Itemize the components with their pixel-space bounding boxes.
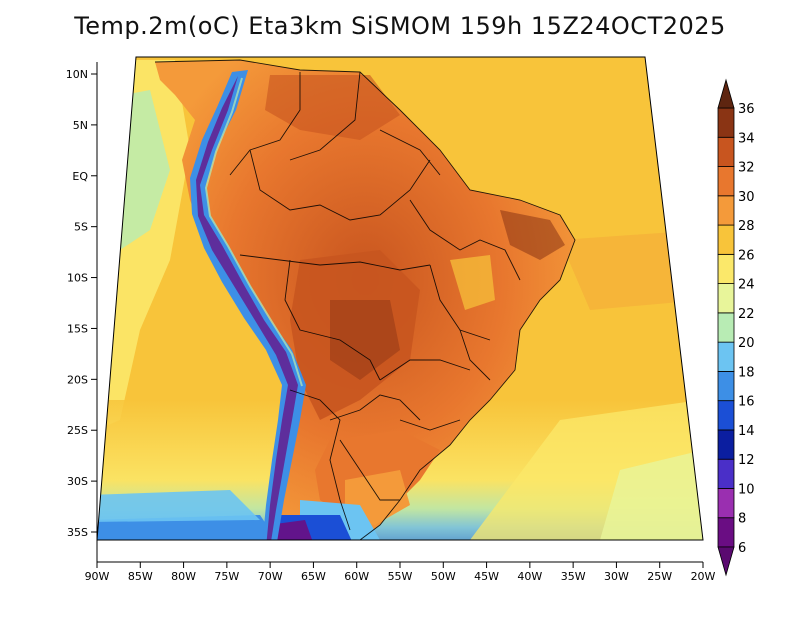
colorbar-level-label: 22 <box>738 307 755 322</box>
colorbar-over-arrow <box>717 78 735 109</box>
colorbar-level-label: 10 <box>738 482 755 497</box>
lat-tick-label: 15S <box>67 322 88 335</box>
country-borders <box>154 59 576 541</box>
colorbar-level-label: 16 <box>738 395 755 410</box>
map-title: Temp.2m(oC) Eta3km SiSMOM 159h 15Z24OCT2… <box>74 12 726 40</box>
lat-tick-label: 5S <box>74 221 88 234</box>
lat-tick-label: 10N <box>66 68 88 81</box>
lon-tick-label: 30W <box>604 570 629 583</box>
temperature-field <box>97 57 703 540</box>
colorbar-level-label: 8 <box>738 512 746 527</box>
colorbar-bin <box>717 224 735 255</box>
colorbar-under-arrow <box>717 546 735 577</box>
lon-tick-label: 65W <box>301 570 326 583</box>
lon-tick-label: 35W <box>561 570 586 583</box>
latitude-axis: 10N 5N EQ 5S 10S 15S 20S 25S 30S 35S <box>66 62 98 562</box>
colorbar-bin <box>717 370 735 402</box>
colorbar-bin <box>717 312 735 343</box>
lon-tick-label: 25W <box>647 570 672 583</box>
lon-tick-label: 20W <box>691 570 716 583</box>
colorbar-bin <box>717 136 735 167</box>
colorbar-bin <box>717 283 735 314</box>
lon-tick-label: 40W <box>517 570 542 583</box>
colorbar-bin <box>717 195 735 226</box>
colorbar-bin <box>717 429 735 460</box>
lon-tick-label: 60W <box>344 570 369 583</box>
colorbar-level-label: 34 <box>738 131 755 146</box>
colorbar-level-label: 36 <box>738 102 755 117</box>
lon-tick-label: 80W <box>171 570 196 583</box>
lat-tick-label: 10S <box>67 272 88 285</box>
colorbar-level-label: 32 <box>738 161 755 176</box>
colorbar-bin <box>717 400 735 431</box>
lat-tick-label: 25S <box>67 424 88 437</box>
lat-tick-label: 5N <box>73 119 88 132</box>
lat-tick-label: 30S <box>67 475 88 488</box>
colorbar-level-label: 14 <box>738 424 755 439</box>
colorbar-bin <box>717 107 735 138</box>
lon-tick-label: 55W <box>388 570 413 583</box>
colorbar-bin <box>717 253 735 284</box>
colorbar-level-label: 26 <box>738 248 755 263</box>
lat-tick-label: EQ <box>72 170 88 183</box>
map-frame <box>96 56 704 541</box>
colorbar-level-label: 24 <box>738 278 755 293</box>
colorbar-bin <box>717 517 735 548</box>
lon-tick-label: 75W <box>214 570 239 583</box>
lon-tick-label: 70W <box>258 570 283 583</box>
colorbar-level-label: 30 <box>738 190 755 205</box>
colorbar-level-label: 12 <box>738 453 755 468</box>
colorbar-level-label: 20 <box>738 336 755 351</box>
lon-tick-label: 45W <box>474 570 499 583</box>
colorbar-level-label: 18 <box>738 365 755 380</box>
colorbar-bin <box>717 341 735 372</box>
lat-tick-label: 35S <box>67 526 88 539</box>
colorbar-bin <box>717 166 735 197</box>
colorbar: 6 8 10 12 14 16 18 20 22 24 26 28 30 32 34 36 <box>717 78 755 577</box>
colorbar-bin <box>717 488 735 519</box>
colorbar-bin <box>717 458 735 489</box>
longitude-axis: 90W 85W 80W 75W 70W 65W 60W 55W 50W 45W 40W 35W 30W 2… <box>85 561 716 583</box>
lon-tick-label: 85W <box>128 570 153 583</box>
andes-cold-band <box>190 70 306 540</box>
lon-tick-label: 50W <box>431 570 456 583</box>
lon-tick-label: 90W <box>85 570 110 583</box>
colorbar-level-label: 28 <box>738 219 755 234</box>
colorbar-level-label: 6 <box>738 541 746 556</box>
lat-tick-label: 20S <box>67 373 88 386</box>
